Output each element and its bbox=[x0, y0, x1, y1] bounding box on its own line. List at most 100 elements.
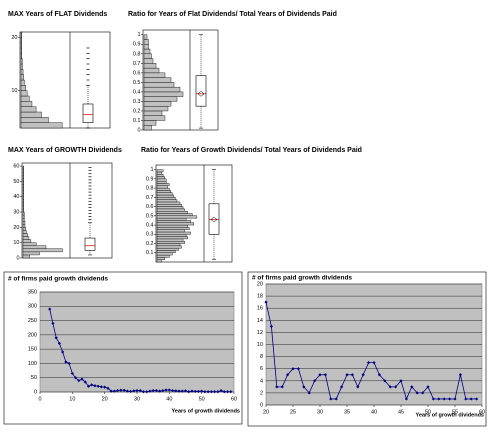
data-point bbox=[442, 397, 446, 401]
histogram-bar bbox=[156, 190, 172, 193]
y-tick-label: 0.2 bbox=[146, 241, 154, 247]
data-point bbox=[318, 373, 322, 377]
data-point bbox=[177, 389, 181, 393]
data-point bbox=[340, 385, 344, 389]
histogram-bar bbox=[22, 187, 24, 191]
data-point bbox=[307, 391, 311, 395]
histogram-bar bbox=[156, 210, 188, 214]
panel-title: MAX Years of GROWTH Dividends bbox=[8, 147, 122, 154]
data-point bbox=[64, 360, 68, 364]
histogram-bar bbox=[156, 238, 184, 242]
data-line bbox=[265, 302, 477, 401]
histogram-bar bbox=[156, 201, 181, 205]
x-tick-label: 30 bbox=[134, 396, 140, 402]
histogram-bar bbox=[22, 175, 24, 179]
data-point bbox=[193, 389, 197, 394]
data-point bbox=[404, 397, 408, 401]
x-tick-label: 20 bbox=[102, 396, 108, 402]
data-point bbox=[415, 391, 419, 395]
x-tick-label: 55 bbox=[452, 409, 458, 415]
data-point bbox=[154, 388, 158, 393]
data-point bbox=[264, 300, 268, 304]
histogram-bar bbox=[156, 208, 185, 212]
data-point bbox=[367, 361, 371, 365]
data-point bbox=[448, 397, 452, 401]
y-tick-label: 0.1 bbox=[133, 118, 141, 124]
y-tick-label: 20 bbox=[11, 35, 17, 41]
histogram-bar bbox=[22, 242, 37, 246]
histogram-bar bbox=[20, 95, 30, 102]
x-tick-label: 60 bbox=[231, 396, 237, 402]
histogram-bar bbox=[143, 44, 149, 50]
histogram-bar bbox=[22, 208, 24, 213]
y-tick-label: 300 bbox=[28, 304, 37, 310]
histogram-bar bbox=[143, 115, 166, 121]
histogram-bar bbox=[156, 185, 168, 189]
histogram-bar bbox=[143, 53, 152, 59]
histogram-bar bbox=[143, 67, 160, 74]
data-point bbox=[183, 389, 188, 393]
data-point bbox=[132, 389, 136, 393]
data-point bbox=[48, 307, 52, 311]
histogram-bar bbox=[143, 82, 175, 88]
histogram-bar bbox=[156, 236, 188, 240]
data-point bbox=[426, 385, 430, 389]
histogram-bar bbox=[156, 245, 182, 249]
data-point bbox=[313, 379, 317, 383]
histogram-bar bbox=[22, 178, 24, 182]
data-point bbox=[219, 388, 223, 393]
data-point bbox=[190, 389, 194, 393]
data-point bbox=[151, 388, 155, 393]
histogram-bar bbox=[20, 31, 22, 38]
histogram-bar bbox=[22, 230, 27, 234]
histogram-bar bbox=[156, 257, 165, 260]
histogram-bar bbox=[156, 220, 191, 223]
data-point bbox=[388, 385, 392, 389]
histogram-bar bbox=[22, 245, 47, 250]
histogram-bar bbox=[143, 110, 163, 116]
histogram-bar bbox=[156, 217, 187, 221]
histogram-bar bbox=[156, 243, 181, 247]
chart-title: # of firms paid growth dividends bbox=[8, 276, 108, 283]
x-tick-label: 25 bbox=[290, 409, 296, 415]
histogram-bar bbox=[143, 101, 172, 107]
y-tick-label: 16 bbox=[257, 306, 263, 312]
data-point bbox=[464, 397, 468, 401]
data-point bbox=[361, 373, 365, 377]
histogram-bar bbox=[20, 111, 42, 118]
y-tick-label: 0.4 bbox=[146, 223, 154, 229]
histogram-bar bbox=[156, 174, 164, 177]
y-tick-label: 18 bbox=[257, 294, 263, 300]
histogram-bar bbox=[22, 196, 24, 200]
data-point bbox=[106, 386, 110, 390]
y-tick-label: 50 bbox=[31, 375, 37, 381]
histogram-bar bbox=[156, 180, 167, 184]
plot-area bbox=[39, 291, 235, 393]
data-point bbox=[112, 389, 116, 393]
histogram-bar bbox=[22, 171, 24, 176]
data-point bbox=[372, 361, 376, 365]
histogram-bar bbox=[20, 117, 49, 123]
y-tick-label: 8 bbox=[260, 354, 263, 360]
histogram-bar bbox=[20, 37, 22, 43]
histogram-bar bbox=[20, 90, 28, 97]
histogram-bar bbox=[156, 178, 167, 182]
y-tick-label: 0.7 bbox=[133, 61, 141, 67]
histogram-bar bbox=[156, 192, 173, 196]
data-point bbox=[329, 397, 333, 401]
data-point bbox=[51, 321, 55, 326]
y-tick-label: 0.1 bbox=[146, 250, 154, 256]
y-tick-label: 60 bbox=[13, 164, 19, 170]
y-tick-label: 1 bbox=[150, 167, 153, 173]
histogram-bar bbox=[156, 234, 187, 237]
histogram-bar bbox=[22, 193, 24, 197]
histogram-bar bbox=[22, 239, 32, 243]
y-tick-label: 20 bbox=[13, 225, 19, 231]
data-point bbox=[103, 385, 107, 389]
data-point bbox=[122, 388, 126, 392]
data-point bbox=[83, 380, 87, 384]
histogram-bar bbox=[156, 206, 184, 210]
y-tick-label: 10 bbox=[257, 342, 263, 348]
y-tick-label: 0 bbox=[34, 389, 37, 395]
histogram-bar bbox=[156, 250, 176, 253]
